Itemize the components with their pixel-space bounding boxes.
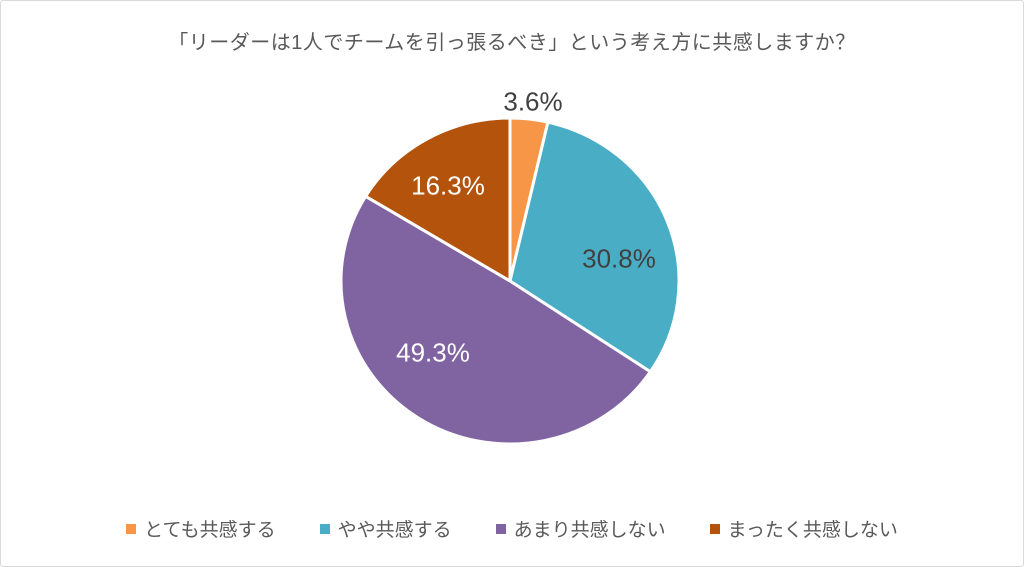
legend-label-3: まったく共感しない (727, 520, 898, 541)
legend-item-2: あまり共感しない (495, 515, 666, 542)
legend-swatch-1 (319, 523, 330, 534)
pie-chart (339, 116, 681, 446)
legend-label-1: やや共感する (337, 520, 452, 541)
legend: とても共感する やや共感する あまり共感しない まったく共感しない (1, 515, 1023, 542)
chart-title: 「リーダーは1人でチームを引っ張るべき」という考え方に共感しますか？ (168, 32, 856, 54)
legend-swatch-0 (126, 523, 137, 534)
pie-slice-1 (508, 120, 681, 374)
legend-item-1: やや共感する (319, 515, 452, 542)
legend-swatch-2 (495, 523, 506, 534)
legend-label-2: あまり共感しない (513, 520, 666, 541)
legend-item-3: まったく共感しない (709, 515, 898, 542)
legend-swatch-3 (709, 523, 720, 534)
legend-item-0: とても共感する (126, 515, 276, 542)
legend-label-0: とても共感する (144, 520, 276, 541)
pie-slice-2 (339, 194, 652, 446)
pie-slice-3 (364, 116, 512, 283)
